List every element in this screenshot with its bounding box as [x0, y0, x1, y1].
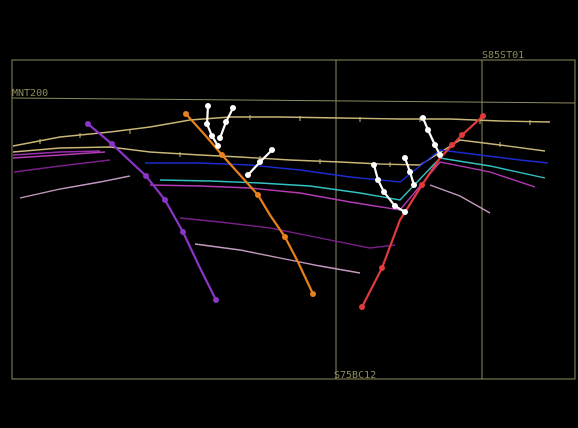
- horizon-tan-second[interactable]: [12, 139, 546, 166]
- fault-node[interactable]: [459, 132, 465, 138]
- fault-node[interactable]: [219, 152, 225, 158]
- fault-node[interactable]: [180, 229, 186, 235]
- fault-node[interactable]: [109, 141, 115, 147]
- section-frame: [11, 59, 576, 380]
- horizon-blue[interactable]: [145, 149, 549, 183]
- fault-pick-nodes[interactable]: [204, 103, 443, 215]
- fault-red[interactable]: [359, 113, 486, 310]
- horizon-magenta-left[interactable]: [12, 151, 106, 159]
- fault-node[interactable]: [255, 192, 261, 198]
- fault-node[interactable]: [213, 297, 219, 303]
- fault-node[interactable]: [449, 142, 455, 148]
- fault-orange[interactable]: [183, 111, 316, 297]
- fault-node[interactable]: [282, 234, 288, 240]
- fault-node[interactable]: [310, 291, 316, 297]
- fault-node[interactable]: [359, 304, 365, 310]
- horizons: [12, 116, 551, 274]
- horizon-purple-deep[interactable]: [179, 217, 396, 249]
- frame-border: [11, 59, 576, 380]
- horizon-pink-deep[interactable]: [194, 243, 361, 274]
- horizon-magenta[interactable]: [149, 161, 536, 211]
- label-bottom-center: S75BC12: [334, 370, 376, 381]
- horizon-tan-top[interactable]: [12, 116, 551, 147]
- horizon-ticks: [39, 115, 531, 167]
- horizon-pink-right[interactable]: [429, 184, 491, 214]
- horizon-purple-upper[interactable]: [13, 159, 111, 173]
- horizon-purple-shallow[interactable]: [12, 150, 101, 156]
- horizon-pink-left[interactable]: [19, 175, 131, 199]
- fault-node[interactable]: [183, 111, 189, 117]
- label-top-right: S85ST01: [482, 50, 524, 61]
- label-top-left: MNT200: [12, 88, 48, 99]
- frame-line-mnt200: [11, 97, 576, 104]
- fault-node[interactable]: [85, 121, 91, 127]
- fault-node[interactable]: [419, 182, 425, 188]
- fault-node[interactable]: [143, 173, 149, 179]
- fault-node[interactable]: [162, 197, 168, 203]
- fault-node[interactable]: [379, 265, 385, 271]
- horizon-cyan[interactable]: [159, 157, 546, 201]
- fault-purple[interactable]: [85, 121, 219, 303]
- fault-node[interactable]: [480, 113, 486, 119]
